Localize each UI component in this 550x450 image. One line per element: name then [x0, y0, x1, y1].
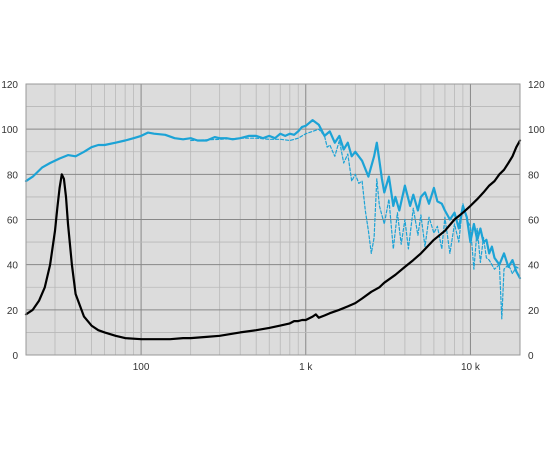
y-tick-label-right: 100	[528, 125, 545, 136]
y-tick-label-left: 120	[1, 80, 18, 91]
grid	[25, 83, 521, 356]
series-line-3	[24, 139, 522, 341]
y-tick-label-right: 0	[528, 351, 534, 362]
y-tick-label-left: 60	[7, 216, 19, 227]
tick-labels: 0 0 20 20 40 40 60 60 80 80 100 100 120 120 100 1 k 10 k	[1, 80, 545, 373]
y-tick-label-right: 60	[528, 216, 540, 227]
y-tick-label-right: 20	[528, 306, 540, 317]
y-tick-label-left: 40	[7, 261, 19, 272]
y-tick-label-left: 100	[1, 125, 18, 136]
x-tick-label: 100	[133, 362, 150, 373]
y-tick-label-left: 80	[7, 170, 19, 181]
x-tick-label: 1 k	[299, 362, 313, 373]
y-tick-label-left: 0	[12, 351, 18, 362]
x-tick-label: 10 k	[461, 362, 481, 373]
series-group	[24, 119, 522, 341]
plot-frame	[25, 83, 521, 356]
y-tick-label-right: 40	[528, 261, 540, 272]
series-line-2-dashed	[190, 128, 521, 320]
y-tick-label-right: 120	[528, 80, 545, 91]
y-tick-label-left: 20	[7, 306, 19, 317]
y-tick-label-right: 80	[528, 170, 540, 181]
